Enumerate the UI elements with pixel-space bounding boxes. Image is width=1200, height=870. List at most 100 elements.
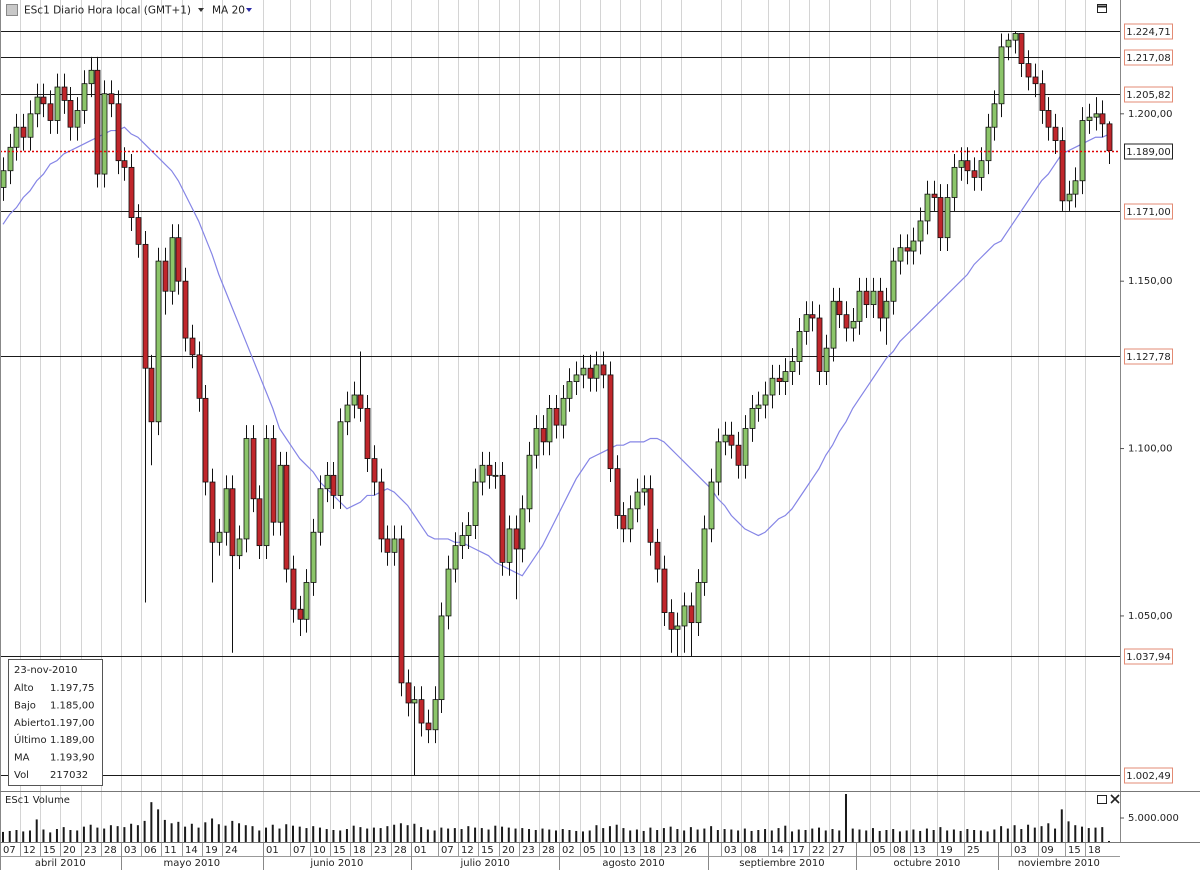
volume-bar	[1033, 827, 1036, 842]
candle-body	[755, 404, 762, 409]
info-box-frame	[8, 659, 103, 786]
info-value: 1.197,00	[50, 718, 95, 729]
volume-bar	[548, 829, 551, 842]
info-label: Vol	[14, 770, 29, 781]
candle-body	[432, 699, 439, 731]
volume-bar	[372, 827, 375, 842]
candle-body	[0, 170, 7, 188]
maximize-button[interactable]	[1097, 4, 1107, 13]
volume-bar	[608, 826, 611, 842]
volume-bar	[1027, 824, 1030, 842]
maximize-button[interactable]	[1097, 795, 1107, 804]
candle-body	[890, 260, 897, 302]
volume-bar	[42, 829, 45, 842]
month-label: mayo 2010	[164, 858, 221, 869]
volume-bar	[818, 827, 821, 842]
volume-bar	[811, 828, 814, 842]
x-tick-label: 14	[185, 845, 198, 856]
candle-body	[1052, 126, 1059, 141]
candle-body	[337, 421, 344, 496]
x-tick-label: 14	[771, 845, 784, 856]
volume-bar	[163, 819, 166, 842]
volume-bar	[1108, 840, 1110, 842]
candle-body	[169, 237, 176, 292]
candle-body	[641, 488, 648, 493]
close-button[interactable]	[1110, 794, 1120, 804]
candle-body	[742, 428, 749, 466]
level-label: 1.002,49	[1126, 771, 1171, 782]
candle-body	[580, 367, 587, 376]
x-tick-label: 10	[313, 845, 326, 856]
volume-bar	[150, 802, 153, 842]
candle-body	[566, 381, 573, 399]
volume-bar	[420, 827, 423, 842]
candle-body	[1059, 140, 1066, 202]
volume-bar	[851, 828, 854, 842]
volume-bar	[123, 827, 126, 842]
candle-body	[324, 474, 331, 490]
candle-body	[681, 605, 688, 627]
candle-body	[277, 464, 284, 523]
volume-bar	[501, 826, 504, 842]
candle-body	[620, 515, 627, 530]
x-tick-label: 15	[1068, 845, 1081, 856]
level-label-box	[1124, 49, 1173, 66]
level-label-box	[1124, 648, 1173, 665]
volume-bar	[35, 819, 38, 842]
volume-bar	[258, 830, 261, 842]
volume-bar	[312, 826, 315, 842]
volume-bar	[278, 828, 281, 842]
candle-body	[13, 126, 20, 148]
volume-bar	[55, 829, 58, 842]
candle-body	[627, 508, 634, 530]
candle-body	[1018, 33, 1025, 65]
candle-body	[142, 243, 149, 369]
candle-body	[94, 69, 101, 175]
month-label: agosto 2010	[602, 858, 664, 869]
volume-bar	[1081, 826, 1084, 842]
x-tick-label: 18	[1088, 845, 1101, 856]
ma-legend[interactable]: MA 20	[212, 5, 245, 17]
volume-bar	[952, 829, 955, 842]
dropdown-arrow[interactable]	[198, 8, 204, 12]
candle-body	[634, 491, 641, 510]
candle-body	[823, 347, 830, 372]
candle-body	[61, 86, 68, 101]
candle-body	[661, 568, 668, 613]
candle-body	[998, 46, 1005, 105]
candle-body	[654, 541, 661, 570]
candle-body	[809, 314, 816, 319]
candle-body	[418, 699, 425, 724]
candle-body	[40, 96, 47, 105]
candle-body	[445, 568, 452, 617]
volume-bar	[602, 828, 605, 842]
candle-body	[74, 110, 81, 128]
volume-bar	[1047, 823, 1050, 842]
month-label: junio 2010	[309, 858, 363, 869]
volume-bar	[379, 828, 382, 842]
x-tick-label: 17	[792, 845, 805, 856]
volume-bar	[494, 825, 497, 842]
volume-bar	[426, 829, 429, 842]
x-tick-label: 27	[832, 845, 845, 856]
x-tick-label: 15	[43, 845, 56, 856]
dropdown-arrow[interactable]	[246, 8, 252, 12]
candle-body	[647, 488, 654, 543]
candle-body	[303, 582, 310, 620]
x-tick-label: 06	[144, 845, 157, 856]
volume-bar	[764, 829, 767, 842]
candle-body	[607, 374, 614, 470]
volume-bar	[204, 822, 207, 842]
candle-body	[486, 464, 493, 476]
volume-bar	[528, 829, 531, 842]
volume-bar	[136, 825, 139, 842]
volume-bar	[629, 830, 632, 842]
candle-body	[958, 160, 965, 168]
candle-body	[371, 458, 378, 483]
volume-bar	[669, 826, 672, 842]
volume-bar	[244, 825, 247, 842]
candle-body	[88, 69, 95, 85]
volume-bar	[406, 825, 409, 842]
candle-body	[587, 367, 594, 379]
candle-body	[1072, 180, 1079, 195]
